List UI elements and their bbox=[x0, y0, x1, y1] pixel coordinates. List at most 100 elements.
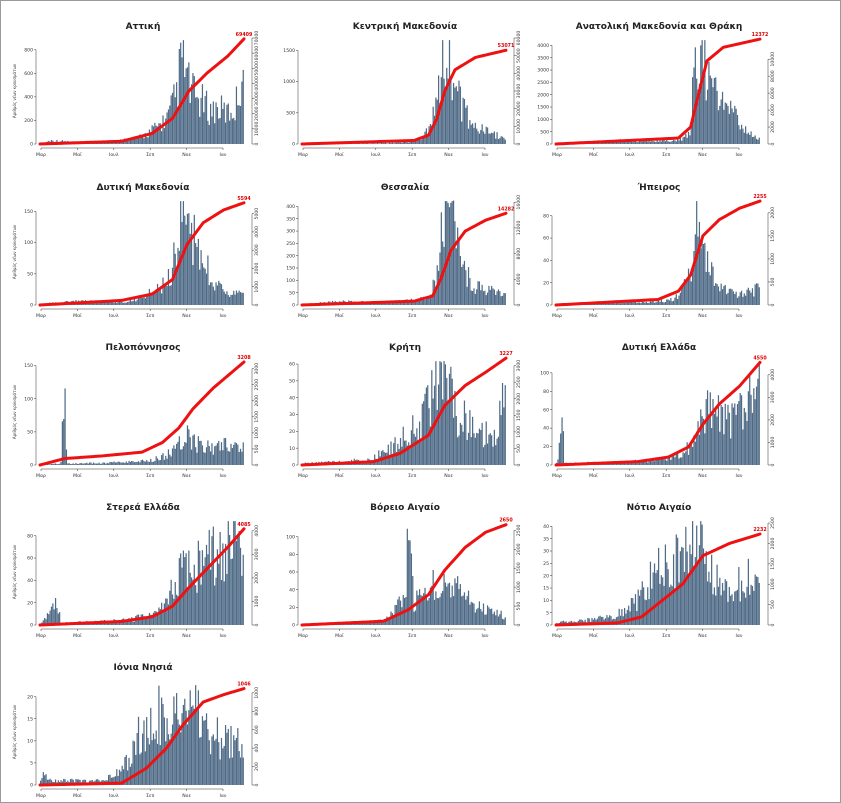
daily-bar bbox=[719, 105, 721, 144]
y2-tick-label: 1500 bbox=[770, 230, 776, 242]
daily-bar bbox=[709, 582, 711, 625]
x-axis: Μαρ Μαϊ Ιουλ Σεπ Νοε Ιαν bbox=[552, 468, 743, 479]
daily-bar bbox=[598, 616, 600, 625]
y-tick-label: 60 bbox=[289, 362, 295, 368]
daily-bar bbox=[57, 613, 59, 625]
y2-tick-label: 0 bbox=[516, 142, 522, 145]
daily-bar bbox=[372, 303, 374, 305]
daily-bar bbox=[237, 444, 239, 465]
daily-bar bbox=[711, 262, 713, 305]
daily-bar bbox=[697, 421, 699, 465]
daily-bar bbox=[633, 301, 635, 305]
y2-tick-label: 2500 bbox=[516, 524, 522, 536]
daily-bar bbox=[473, 603, 475, 625]
daily-bar bbox=[192, 265, 194, 305]
daily-bar bbox=[127, 462, 129, 465]
x-tick-label: Ιαν bbox=[736, 633, 743, 639]
daily-bar bbox=[116, 302, 118, 305]
final-cumulative-label: 5594 bbox=[237, 196, 251, 202]
daily-bar bbox=[618, 301, 620, 305]
daily-bar bbox=[626, 140, 628, 144]
x-tick-label: Μαϊ bbox=[335, 473, 344, 479]
daily-bar bbox=[659, 139, 661, 144]
daily-bar bbox=[708, 61, 710, 144]
daily-bar bbox=[615, 463, 618, 465]
daily-bar bbox=[482, 131, 485, 144]
y-tick-label: 500 bbox=[286, 110, 295, 116]
daily-bar bbox=[637, 142, 639, 144]
x-tick-label: Ιουλ bbox=[625, 473, 635, 479]
daily-bar bbox=[750, 584, 752, 625]
chart-panel: Ήπειρος 2255 0 20 40 60 80 0 500 1000 1500 2000 Μαρ Μ… bbox=[528, 183, 790, 323]
y2-tick-label: 20000 bbox=[254, 106, 260, 121]
daily-bar bbox=[495, 615, 497, 625]
x-tick-label: Σεπ bbox=[662, 473, 670, 479]
y2-tick-label: 4000 bbox=[254, 226, 260, 238]
daily-bar bbox=[418, 421, 421, 465]
daily-bar bbox=[101, 463, 103, 465]
daily-bar bbox=[466, 596, 468, 625]
daily-bar bbox=[485, 421, 487, 465]
daily-bar bbox=[739, 601, 741, 625]
daily-bar bbox=[414, 436, 417, 465]
daily-bar bbox=[664, 301, 667, 305]
daily-bar bbox=[68, 463, 70, 465]
daily-bar bbox=[190, 577, 193, 625]
daily-bar bbox=[197, 238, 199, 305]
daily-bar bbox=[648, 302, 650, 305]
daily-bar bbox=[671, 141, 673, 144]
daily-bar bbox=[636, 462, 638, 465]
daily-bar bbox=[212, 734, 214, 785]
daily-bar bbox=[666, 460, 668, 465]
y-tick-label: 0 bbox=[30, 783, 33, 789]
daily-bar bbox=[455, 248, 457, 305]
daily-bar bbox=[142, 297, 144, 305]
daily-bar bbox=[485, 126, 487, 144]
daily-bar bbox=[689, 278, 691, 305]
chart-svg: 3208050100150050010001500200025003000Μαρ… bbox=[12, 355, 260, 479]
daily-bar bbox=[495, 138, 497, 144]
daily-bar bbox=[197, 690, 199, 785]
daily-bar bbox=[156, 126, 159, 144]
daily-bar bbox=[459, 86, 461, 144]
daily-bar bbox=[713, 587, 715, 625]
daily-bar bbox=[83, 779, 85, 785]
daily-bar bbox=[162, 610, 164, 625]
y-tick-label: 20 bbox=[27, 600, 33, 606]
daily-bar bbox=[640, 303, 642, 305]
daily-bar bbox=[167, 268, 170, 305]
y-tick-label: 5 bbox=[30, 761, 33, 767]
daily-bar bbox=[224, 438, 227, 465]
daily-bar bbox=[682, 547, 684, 625]
chart-svg: 3227010203040506005001000150020002500300… bbox=[289, 351, 522, 479]
daily-bar bbox=[118, 769, 121, 785]
y-tick-label: 250 bbox=[286, 241, 295, 247]
daily-bar bbox=[106, 142, 108, 144]
daily-bar bbox=[176, 693, 178, 785]
x-axis: Μαρ Μαϊ Ιουλ Σεπ Νοε Ιαν bbox=[552, 147, 743, 158]
daily-bar bbox=[108, 775, 110, 785]
x-tick-label: Μαρ bbox=[298, 152, 308, 158]
daily-bar bbox=[409, 540, 411, 625]
daily-bar bbox=[200, 250, 202, 305]
x-tick-label: Νοε bbox=[182, 152, 191, 158]
daily-bar bbox=[726, 419, 728, 465]
daily-bar bbox=[632, 142, 634, 144]
daily-bar bbox=[431, 370, 433, 465]
y2-tick-label: 8000 bbox=[516, 248, 522, 260]
daily-bar bbox=[679, 138, 681, 144]
daily-bar bbox=[717, 586, 720, 625]
daily-bar bbox=[671, 586, 673, 625]
daily-bar bbox=[78, 779, 80, 785]
daily-bar bbox=[158, 685, 160, 785]
daily-bar bbox=[721, 91, 724, 144]
y2-tick-label: 500 bbox=[770, 278, 776, 287]
x-axis: Μαρ Μαϊ Ιουλ Σεπ Νοε Ιαν bbox=[36, 628, 227, 639]
daily-bar bbox=[169, 105, 171, 144]
daily-bar bbox=[414, 139, 417, 144]
y2-tick-label: 50000 bbox=[254, 61, 260, 76]
daily-bar bbox=[433, 599, 436, 625]
daily-bar bbox=[655, 573, 657, 625]
daily-bar bbox=[408, 142, 410, 144]
